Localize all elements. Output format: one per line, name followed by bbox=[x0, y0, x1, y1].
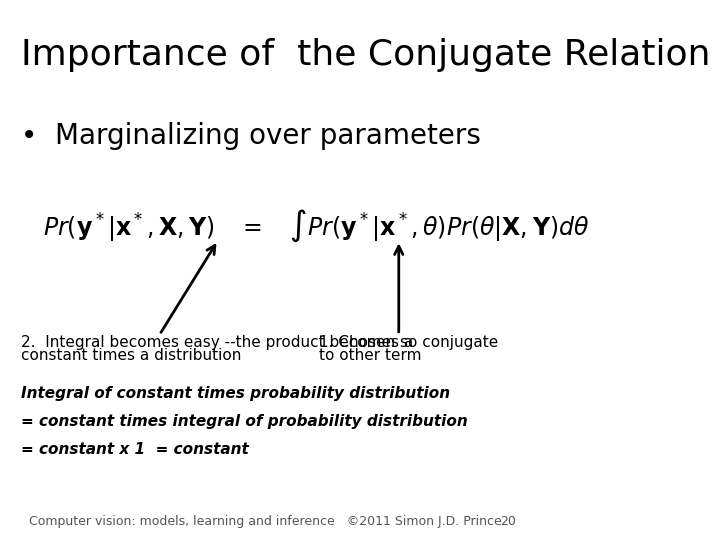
Text: •  Marginalizing over parameters: • Marginalizing over parameters bbox=[22, 122, 481, 150]
Text: Integral of constant times probability distribution: Integral of constant times probability d… bbox=[22, 386, 451, 401]
Text: 2.  Integral becomes easy --the product becomes a: 2. Integral becomes easy --the product b… bbox=[22, 335, 413, 350]
Text: constant times a distribution: constant times a distribution bbox=[22, 348, 242, 363]
Text: 20: 20 bbox=[500, 515, 516, 528]
Text: $Pr(\mathbf{y}^*|\mathbf{x}^*, \mathbf{X}, \mathbf{Y})\quad = \quad \int Pr(\mat: $Pr(\mathbf{y}^*|\mathbf{x}^*, \mathbf{X… bbox=[42, 208, 589, 244]
Text: to other term: to other term bbox=[319, 348, 421, 363]
Text: = constant times integral of probability distribution: = constant times integral of probability… bbox=[22, 414, 468, 429]
Text: = constant x 1  = constant: = constant x 1 = constant bbox=[22, 442, 249, 457]
Text: Importance of  the Conjugate Relation 2: Importance of the Conjugate Relation 2 bbox=[22, 38, 720, 72]
Text: Computer vision: models, learning and inference   ©2011 Simon J.D. Prince: Computer vision: models, learning and in… bbox=[30, 515, 503, 528]
Text: 1. Chosen so conjugate: 1. Chosen so conjugate bbox=[319, 335, 498, 350]
